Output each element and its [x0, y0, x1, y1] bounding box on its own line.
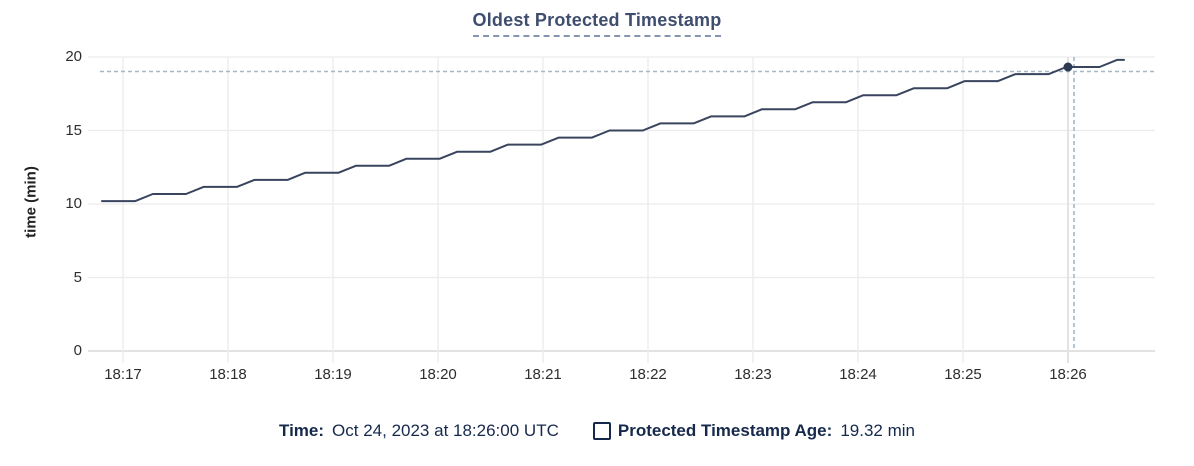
time-label: Time: [279, 421, 325, 440]
hover-readout: Time: Oct 24, 2023 at 18:26:00 UTC Prote… [0, 421, 1194, 441]
series-toggle-checkbox[interactable] [592, 422, 611, 440]
x-axis-tick-1821: 18:21 [524, 366, 562, 383]
x-axis-tick-1820: 18:20 [419, 366, 457, 383]
y-axis-tick-0: 0 [73, 342, 82, 359]
y-axis-tick-5: 5 [73, 268, 82, 286]
time-value: Oct 24, 2023 at 18:26:00 UTC [332, 421, 559, 440]
x-axis-tick-1823: 18:23 [734, 366, 772, 383]
protected-timestamp-age-value: 19.32 min [840, 421, 915, 440]
protected-timestamp-age-label: Protected Timestamp Age: [617, 421, 833, 440]
series-line-protected-timestamp-age [101, 58, 1125, 203]
plot-canvas[interactable] [0, 0, 1194, 400]
chart-title-row: Oldest Protected Timestamp [0, 10, 1194, 37]
y-axis-tick-20: 20 [65, 48, 82, 65]
y-axis-tick-15: 15 [65, 121, 82, 139]
hover-point[interactable] [1063, 62, 1073, 72]
x-axis-tick-1819: 18:19 [314, 366, 352, 383]
hover-readout-age: Protected Timestamp Age: 19.32 min [592, 421, 915, 441]
x-axis-tick-1825: 18:25 [944, 366, 982, 383]
x-axis-tick-1824: 18:24 [839, 366, 877, 383]
chart-title[interactable]: Oldest Protected Timestamp [472, 10, 722, 37]
y-axis-label: time (min) [22, 166, 40, 238]
x-axis-tick-1817: 18:17 [104, 366, 142, 383]
hover-readout-time: Time: Oct 24, 2023 at 18:26:00 UTC [279, 421, 559, 441]
x-axis-tick-1818: 18:18 [209, 366, 247, 383]
y-axis-tick-10: 10 [65, 195, 82, 212]
x-axis-tick-1826: 18:26 [1049, 366, 1087, 383]
x-axis-tick-1822: 18:22 [629, 366, 667, 383]
